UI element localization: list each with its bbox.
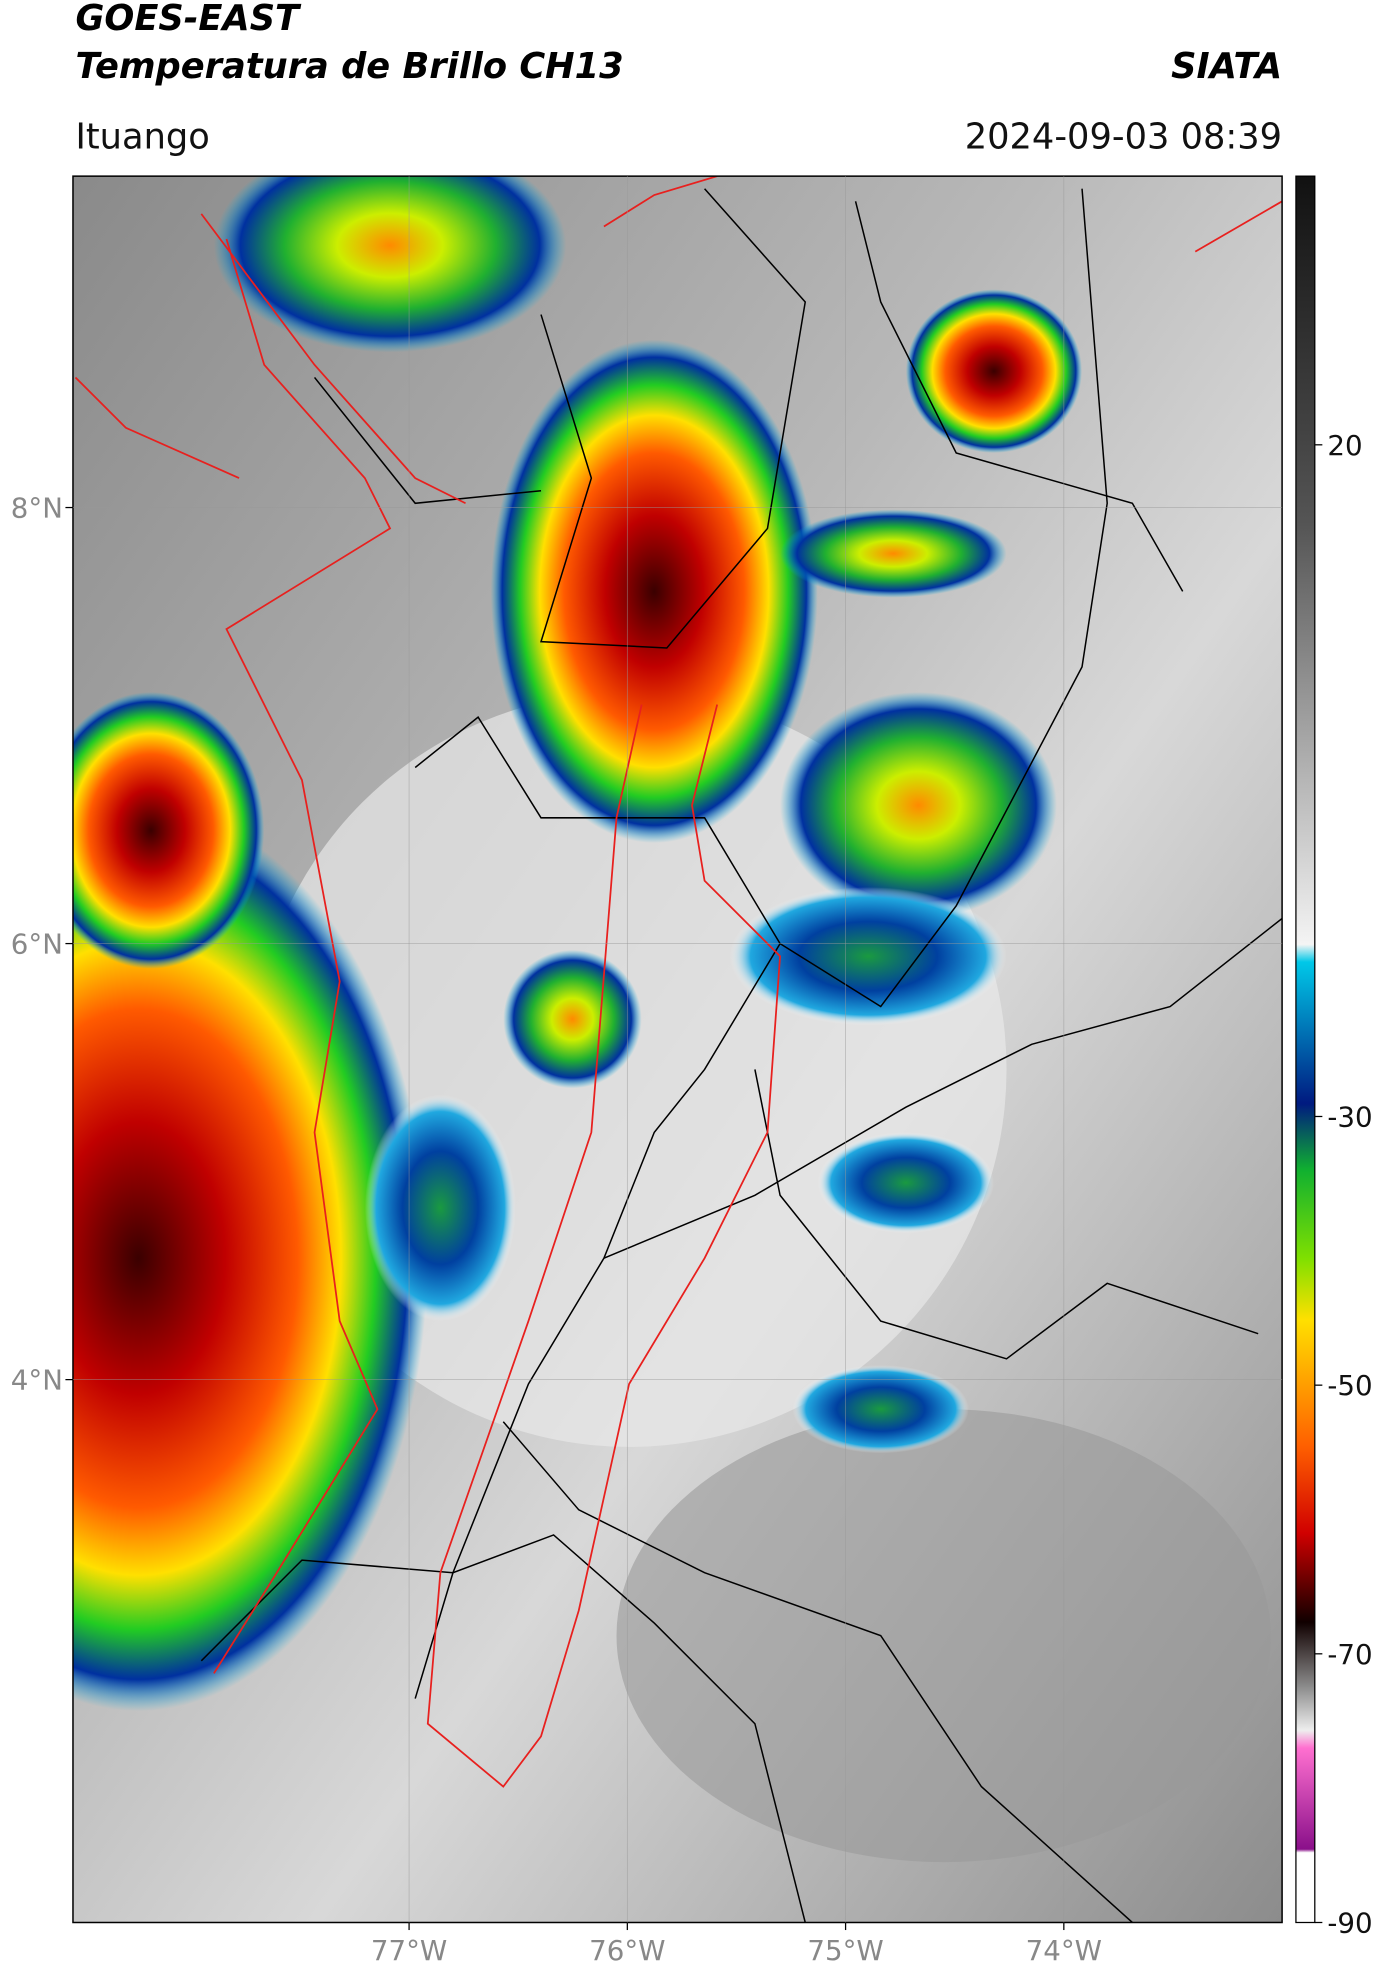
y-tick-label: 8°N — [11, 492, 63, 525]
x-tick-label: 74°W — [1026, 1934, 1102, 1967]
agency: SIATA — [1171, 46, 1282, 87]
location: Ituango — [75, 116, 209, 157]
map-frame — [72, 175, 1283, 1924]
y-tick-label: 6°N — [11, 928, 63, 961]
y-tick-label: 4°N — [11, 1364, 63, 1397]
x-tick-label: 76°W — [589, 1934, 665, 1967]
subtitle: Temperatura de Brillo CH13 — [75, 46, 623, 87]
timestamp: 2024-09-03 08:39 — [965, 116, 1282, 157]
x-tick-label: 77°W — [371, 1934, 447, 1967]
x-tick-label: 75°W — [807, 1934, 883, 1967]
colorbar-tick-label: -30 — [1327, 1101, 1372, 1134]
colorbar-tick-label: -70 — [1327, 1638, 1372, 1671]
colorbar — [1295, 175, 1316, 1924]
colorbar-tick-label: -50 — [1327, 1369, 1372, 1402]
colorbar-tick-label: -90 — [1327, 1907, 1372, 1940]
colorbar-tick-label: 20 — [1327, 429, 1362, 462]
satellite-image — [72, 176, 1283, 1923]
title: GOES-EAST — [75, 0, 302, 39]
